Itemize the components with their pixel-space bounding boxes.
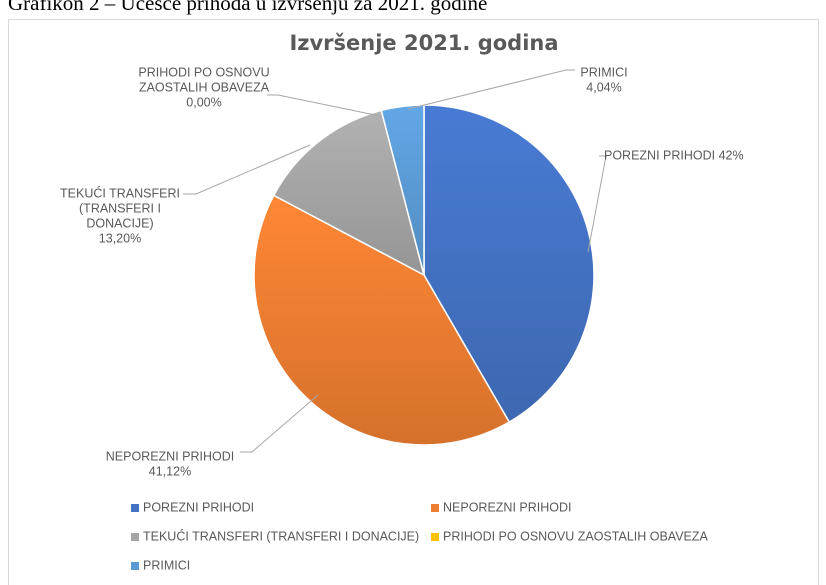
pie-slice-tekuci-transferi-transferi-i-donacije <box>272 109 426 277</box>
figure-caption: Grafikon 2 – Učešće prihoda u izvršenju … <box>8 0 488 15</box>
data-label-primici-line-2: 4,04% <box>586 80 621 94</box>
pie-slice-neporezni-prihodi <box>253 194 511 446</box>
legend-label-tekuci-transferi-transferi-i-donacije: TEKUĆI TRANSFERI (TRANSFERI I DONACIJE) <box>143 528 419 543</box>
data-label-tekuci-transferi-transferi-i-donacije-line-3: DONACIJE) <box>86 216 153 230</box>
leader-line-primici <box>407 69 575 110</box>
leader-lines <box>183 69 607 453</box>
legend-swatch-primici <box>131 562 139 570</box>
data-label-neporezni-prihodi-line-2: 41,12% <box>149 464 191 478</box>
leader-line-porezni-prihodi <box>587 155 607 253</box>
data-label-tekuci-transferi-transferi-i-donacije-line-2: (TRANSFERI I <box>79 201 161 215</box>
legend-swatch-tekuci-transferi-transferi-i-donacije <box>131 533 139 541</box>
legend-label-neporezni-prihodi: NEPOREZNI PRIHODI <box>443 500 572 514</box>
legend-label-primici: PRIMICI <box>143 558 190 572</box>
pie-slices <box>253 104 595 446</box>
leader-line-prihodi-po-osnovu-zaostalih-obaveza <box>267 94 381 117</box>
data-label-prihodi-po-osnovu-zaostalih-obaveza-line-2: ZAOSTALIH OBAVEZA <box>139 80 270 94</box>
legend-swatch-porezni-prihodi <box>131 504 139 512</box>
data-labels: POREZNI PRIHODI 42% NEPOREZNI PRIHODI41,1… <box>60 65 744 478</box>
legend: POREZNI PRIHODI NEPOREZNI PRIHODI TEKUĆI T… <box>131 500 709 572</box>
data-label-neporezni-prihodi-line-1: NEPOREZNI PRIHODI <box>106 449 235 463</box>
legend-swatch-prihodi-po-osnovu-zaostalih-obaveza <box>431 533 439 541</box>
data-label-prihodi-po-osnovu-zaostalih-obaveza-line-3: 0,00% <box>186 95 221 109</box>
leader-line-neporezni-prihodi <box>240 394 319 453</box>
data-label-porezni-prihodi-line-1: POREZNI PRIHODI 42% <box>604 148 744 162</box>
pie-slice-porezni-prihodi <box>423 104 595 424</box>
leader-line-tekuci-transferi-transferi-i-donacije <box>183 144 311 195</box>
data-label-tekuci-transferi-transferi-i-donacije-line-1: TEKUĆI TRANSFERI <box>60 185 180 200</box>
legend-label-porezni-prihodi: POREZNI PRIHODI <box>143 500 254 514</box>
data-label-prihodi-po-osnovu-zaostalih-obaveza-line-1: PRIHODI PO OSNOVU <box>138 65 269 79</box>
legend-swatch-neporezni-prihodi <box>431 504 439 512</box>
data-label-tekuci-transferi-transferi-i-donacije-line-4: 13,20% <box>99 231 141 245</box>
data-label-primici-line-1: PRIMICI <box>580 65 627 79</box>
legend-label-prihodi-po-osnovu-zaostalih-obaveza: PRIHODI PO OSNOVU ZAOSTALIH OBAVEZA <box>443 529 709 543</box>
chart-title: Izvršenje 2021. godina <box>289 31 558 55</box>
